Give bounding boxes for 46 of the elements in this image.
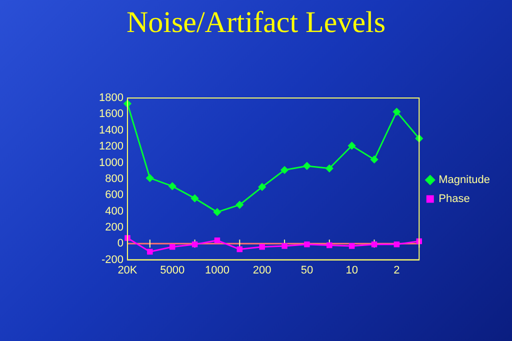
point (326, 242, 332, 248)
point (348, 243, 355, 249)
point (303, 162, 311, 170)
point (304, 242, 310, 248)
x-tick-label: 10 (346, 264, 358, 276)
point (236, 201, 244, 209)
y-tick-label: 1200 (98, 140, 124, 153)
y-tick-label: 1600 (98, 108, 124, 120)
point (146, 174, 154, 182)
point (348, 142, 356, 150)
legend-label: Magnitude (438, 174, 490, 186)
y-tick-label: 0 (117, 238, 124, 250)
point (147, 248, 153, 255)
point (214, 238, 220, 244)
point (213, 208, 221, 216)
x-tick-label: 2 (394, 264, 400, 276)
x-tick-label: 5000 (160, 264, 185, 276)
x-tick-label: 200 (252, 264, 272, 276)
legend-label: Phase (438, 193, 470, 206)
y-tick-label: 200 (105, 221, 124, 234)
y-tick-label: 600 (105, 189, 124, 202)
x-tick-label: 20K (118, 264, 138, 276)
point (169, 244, 176, 250)
y-tick-label: 800 (105, 172, 124, 185)
point (259, 244, 265, 250)
point (191, 194, 199, 202)
y-tick-label: 1800 (98, 92, 124, 104)
point (394, 242, 400, 248)
point (236, 246, 243, 252)
point (370, 156, 378, 164)
y-tick-label: 1400 (98, 124, 124, 136)
point (282, 243, 288, 249)
point (124, 235, 130, 241)
y-tick-label: 400 (105, 205, 124, 218)
point (192, 242, 198, 248)
point (258, 183, 266, 191)
point (392, 108, 400, 116)
y-tick-label: -200 (101, 254, 124, 266)
x-tick-label: 50 (300, 264, 314, 276)
x-tick-label: 1000 (204, 264, 230, 276)
point (371, 242, 378, 248)
chart-title: Noise/Artifact Levels (125, 6, 387, 40)
y-tick-label: 1000 (98, 156, 124, 169)
point (280, 166, 288, 174)
point (168, 182, 176, 190)
point (326, 164, 334, 172)
